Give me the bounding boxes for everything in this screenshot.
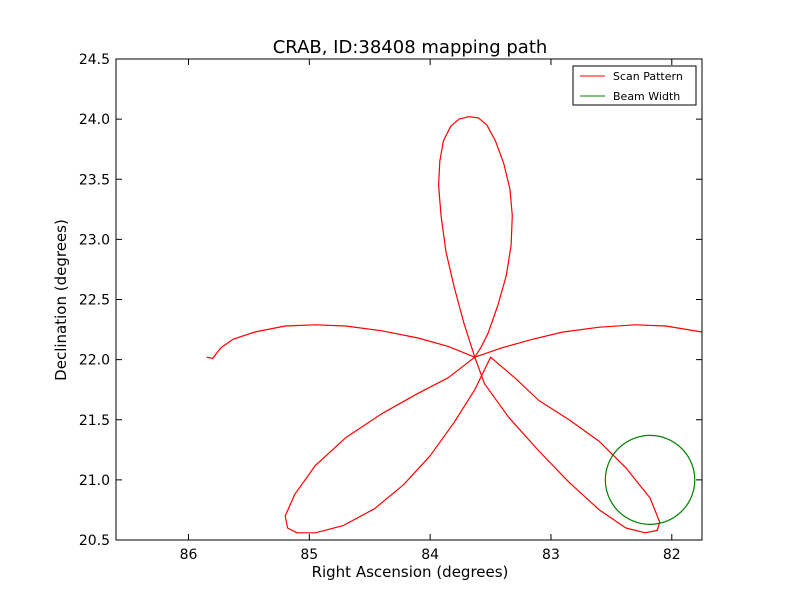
y-tick-label: 24.5 [79, 52, 110, 68]
y-tick-label: 23.0 [79, 232, 110, 248]
x-tick-label: 83 [542, 547, 560, 563]
y-tick-label: 22.5 [79, 293, 110, 309]
legend-box [572, 65, 697, 106]
y-tick-label: 23.5 [79, 172, 110, 188]
scan-pattern-line-2 [284, 356, 661, 534]
y-tick-label: 21.5 [79, 413, 110, 429]
chart-title: CRAB, ID:38408 mapping path [273, 37, 548, 58]
scan-pattern-line-0 [206, 324, 702, 359]
y-tick-label: 21.0 [79, 473, 110, 489]
x-tick-label: 82 [663, 547, 681, 563]
y-tick-label: 20.5 [79, 533, 110, 549]
x-tick-label: 85 [300, 547, 318, 563]
y-tick-label: 22.0 [79, 353, 110, 369]
y-axis-label: Declination (degrees) [52, 219, 70, 381]
beam-width-circle [604, 434, 696, 525]
x-tick-label: 84 [421, 547, 439, 563]
y-tick-label: 24.0 [79, 112, 110, 128]
legend-entry-beam: Beam Width [613, 90, 680, 103]
legend-entry-scan: Scan Pattern [613, 70, 683, 83]
x-axis-label: Right Ascension (degrees) [312, 563, 509, 581]
scan-pattern-line-1 [438, 116, 513, 358]
legend: Scan Pattern Beam Width [572, 65, 697, 106]
x-tick-label: 86 [180, 547, 198, 563]
